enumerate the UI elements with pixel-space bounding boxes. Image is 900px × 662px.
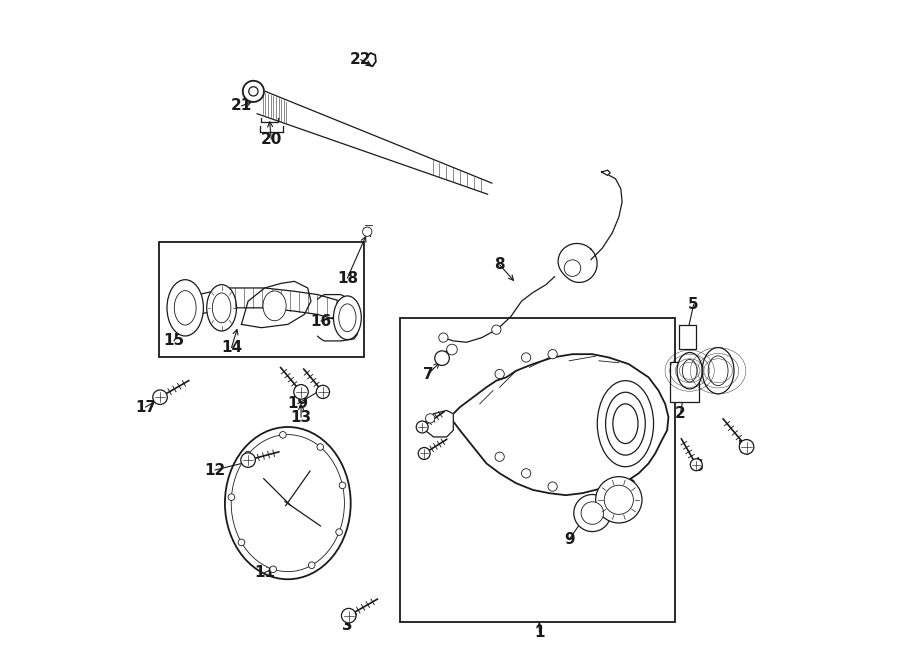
Circle shape: [690, 459, 702, 471]
Text: 6: 6: [693, 459, 704, 474]
Circle shape: [248, 87, 258, 96]
Circle shape: [293, 385, 309, 399]
Polygon shape: [558, 244, 597, 283]
Circle shape: [418, 448, 430, 459]
Circle shape: [435, 351, 449, 365]
Circle shape: [495, 452, 504, 461]
Circle shape: [548, 482, 557, 491]
Circle shape: [521, 353, 531, 362]
Ellipse shape: [708, 356, 728, 385]
Circle shape: [309, 562, 315, 569]
Polygon shape: [198, 288, 357, 328]
Ellipse shape: [598, 381, 653, 467]
Circle shape: [280, 432, 286, 438]
Polygon shape: [257, 91, 491, 194]
Text: 22: 22: [350, 52, 372, 67]
Text: 9: 9: [563, 532, 574, 547]
Ellipse shape: [175, 291, 196, 325]
Text: 1: 1: [534, 625, 544, 639]
Polygon shape: [424, 410, 454, 437]
Circle shape: [446, 344, 457, 355]
Circle shape: [574, 495, 611, 532]
Circle shape: [339, 482, 346, 489]
Circle shape: [604, 485, 634, 514]
Circle shape: [238, 539, 245, 545]
Text: 17: 17: [135, 400, 156, 414]
Circle shape: [596, 477, 642, 523]
Circle shape: [336, 529, 342, 536]
Text: 12: 12: [204, 463, 226, 477]
Circle shape: [548, 350, 557, 359]
Ellipse shape: [338, 304, 356, 332]
Polygon shape: [241, 281, 311, 328]
Ellipse shape: [167, 280, 203, 336]
Text: 16: 16: [310, 314, 331, 328]
Text: 5: 5: [688, 297, 699, 312]
Circle shape: [495, 369, 504, 379]
Circle shape: [245, 451, 251, 458]
Circle shape: [243, 81, 264, 102]
Circle shape: [438, 333, 448, 342]
Text: 20: 20: [261, 132, 282, 146]
Text: 18: 18: [337, 271, 358, 285]
Circle shape: [416, 421, 428, 433]
Text: 3: 3: [342, 618, 353, 633]
Text: 15: 15: [164, 334, 184, 348]
Text: 13: 13: [291, 410, 311, 424]
Ellipse shape: [212, 293, 231, 323]
Ellipse shape: [682, 359, 697, 382]
Circle shape: [228, 494, 235, 500]
Circle shape: [241, 453, 256, 467]
Text: 21: 21: [230, 99, 252, 113]
Ellipse shape: [613, 404, 638, 444]
Text: 19: 19: [287, 397, 309, 411]
Polygon shape: [450, 354, 669, 495]
Text: 10: 10: [615, 479, 636, 494]
FancyBboxPatch shape: [670, 362, 699, 402]
Ellipse shape: [207, 285, 237, 331]
Ellipse shape: [677, 353, 702, 389]
Ellipse shape: [231, 435, 345, 572]
Ellipse shape: [225, 427, 351, 579]
Text: 4: 4: [739, 443, 750, 457]
Ellipse shape: [263, 291, 286, 321]
FancyBboxPatch shape: [680, 325, 697, 349]
Circle shape: [270, 566, 276, 573]
Ellipse shape: [564, 260, 580, 277]
Circle shape: [341, 608, 356, 623]
Circle shape: [317, 444, 324, 450]
Text: 8: 8: [494, 258, 505, 272]
Circle shape: [521, 469, 531, 478]
Circle shape: [739, 440, 754, 454]
Circle shape: [491, 325, 501, 334]
FancyBboxPatch shape: [400, 318, 675, 622]
Ellipse shape: [606, 392, 645, 455]
Text: 2: 2: [675, 406, 686, 421]
Circle shape: [153, 390, 167, 404]
Ellipse shape: [334, 296, 361, 340]
Text: 7: 7: [423, 367, 434, 381]
Circle shape: [363, 227, 372, 236]
Polygon shape: [318, 295, 357, 341]
Text: 14: 14: [221, 340, 242, 355]
Polygon shape: [601, 170, 610, 175]
Circle shape: [581, 502, 604, 524]
Circle shape: [316, 385, 329, 399]
FancyBboxPatch shape: [158, 242, 364, 357]
Circle shape: [426, 414, 435, 423]
Text: 11: 11: [254, 565, 275, 580]
Ellipse shape: [702, 348, 734, 394]
